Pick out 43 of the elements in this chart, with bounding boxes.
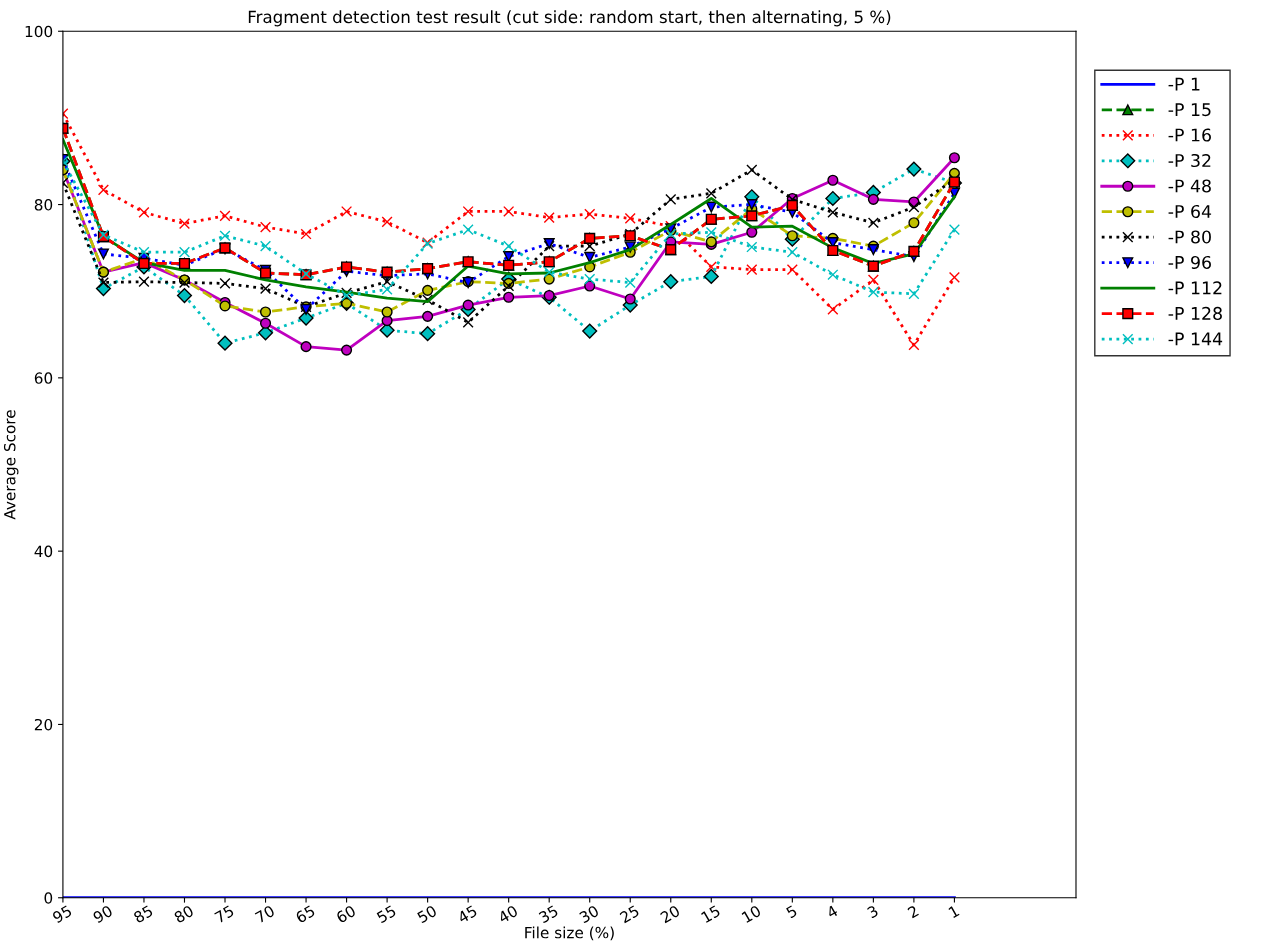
legend-label: -P 80 (1168, 230, 1211, 244)
x-tick-label: 45 (456, 905, 478, 924)
x-tick-label: 25 (619, 904, 640, 924)
x-tick-label: 85 (132, 904, 154, 924)
x-tick-label: 10 (741, 904, 762, 924)
y-tick-label: 80 (34, 199, 53, 211)
legend-label: -P 48 (1168, 179, 1211, 193)
y-tick-label: 20 (34, 718, 53, 731)
x-tick-label: 95 (51, 904, 73, 924)
y-tick-label: 40 (34, 545, 53, 558)
x-tick-label: 65 (295, 904, 316, 924)
legend-label: -P 64 (1168, 204, 1212, 219)
y-tick-label: 0 (44, 892, 53, 904)
x-tick-label: 40 (497, 904, 519, 924)
x-tick-label: 5 (785, 905, 798, 919)
x-tick-label: 60 (335, 904, 357, 924)
x-tick-label: 4 (825, 904, 839, 919)
x-tick-label: 15 (700, 905, 721, 924)
legend-label: -P 112 (1168, 281, 1222, 295)
x-tick-label: 80 (173, 904, 195, 924)
chart-title: Fragment detection test result (cut side: random start, then alternating, 5 %) (248, 10, 891, 27)
x-tick-label: 3 (866, 904, 879, 919)
y-tick-label: 100 (25, 25, 53, 38)
legend-label: -P 128 (1168, 306, 1222, 320)
x-tick-label: 1 (948, 905, 960, 919)
x-tick-label: 20 (659, 904, 681, 924)
legend-label: -P 96 (1168, 255, 1211, 270)
legend-label: -P 144 (1168, 332, 1223, 346)
x-tick-label: 90 (92, 904, 114, 924)
x-tick-label: 2 (907, 905, 919, 919)
x-axis-title: File size (%) (525, 926, 614, 941)
legend-label: -P 16 (1168, 128, 1211, 142)
y-tick-label: 60 (34, 372, 53, 384)
legend-label: -P 15 (1168, 103, 1211, 117)
legend-label: -P 32 (1168, 153, 1211, 168)
x-tick-label: 35 (538, 904, 559, 924)
x-tick-label: 70 (254, 904, 276, 924)
x-tick-label: 30 (578, 904, 600, 924)
x-tick-label: 75 (214, 905, 235, 924)
x-tick-label: 55 (376, 905, 397, 924)
y-axis-title: Average Score (3, 410, 19, 520)
legend-label: -P 1 (1168, 77, 1200, 91)
x-tick-label: 50 (416, 904, 438, 924)
